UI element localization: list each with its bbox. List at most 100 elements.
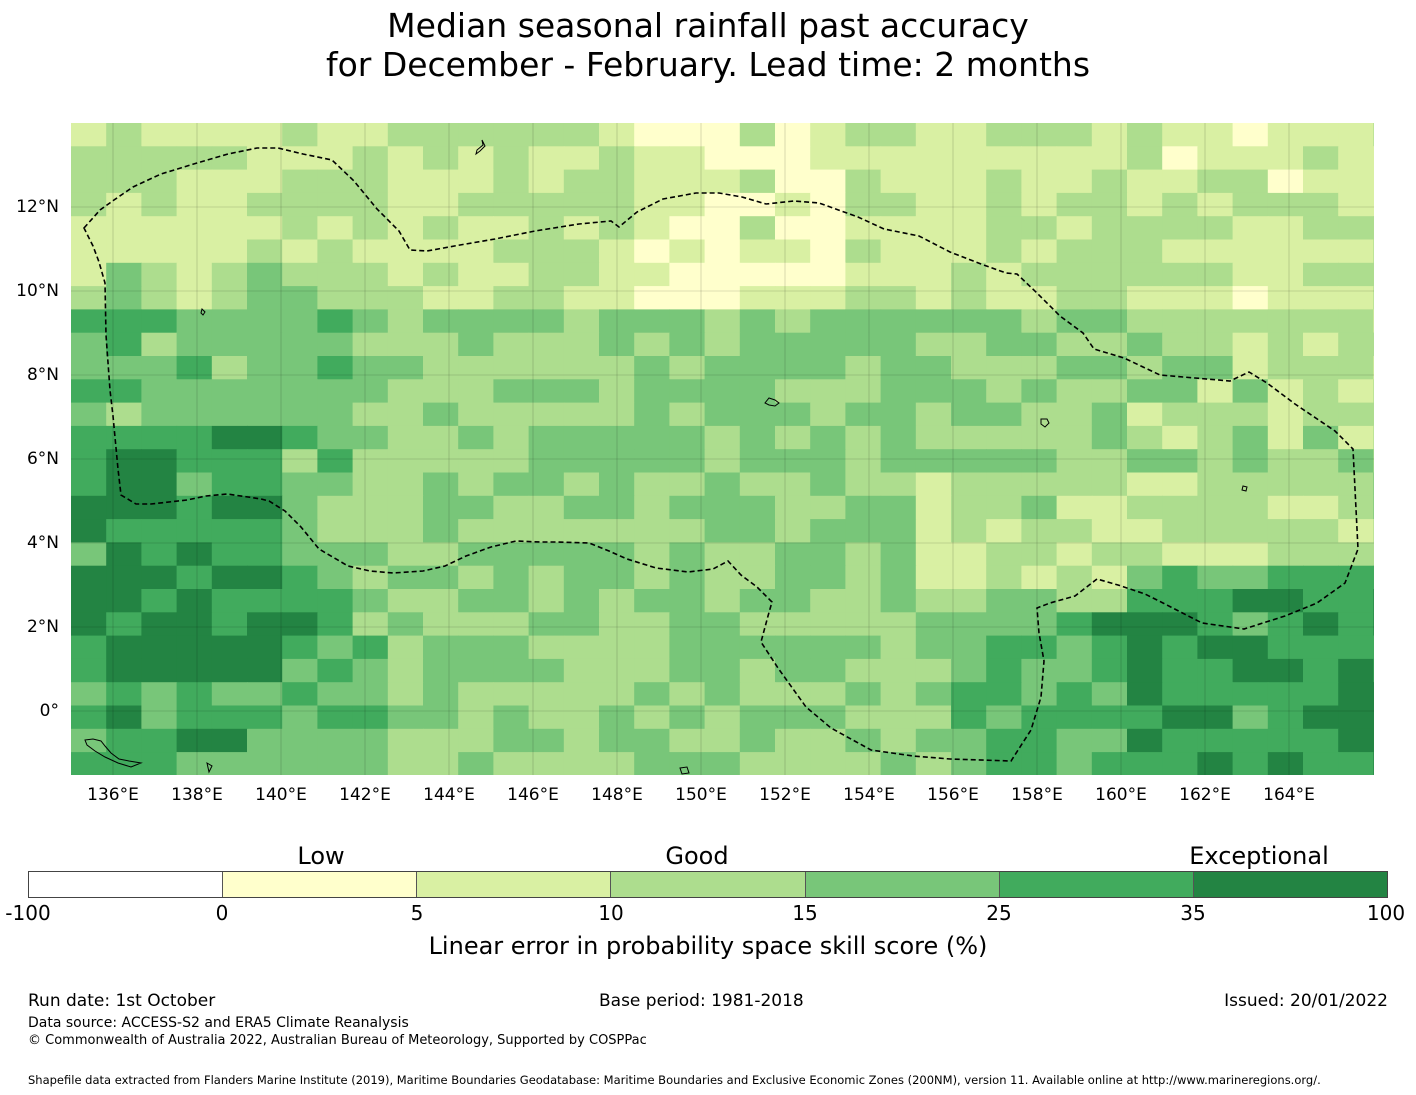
skill-cell — [176, 286, 213, 310]
skill-cell — [563, 682, 600, 707]
skill-cell — [1091, 216, 1128, 241]
skill-cell — [1303, 495, 1339, 520]
skill-cell — [1091, 379, 1128, 404]
skill-cell — [493, 682, 530, 707]
skill-cell — [528, 542, 565, 567]
skill-cell — [634, 309, 670, 334]
skill-cell — [1338, 216, 1374, 241]
skill-cell — [1303, 658, 1339, 683]
skill-cell — [739, 472, 776, 497]
skill-cell — [704, 589, 741, 613]
lon-tick-156e: 156°E — [927, 785, 979, 805]
skill-cell — [493, 612, 530, 637]
skill-cell — [1021, 728, 1058, 753]
skill-cell — [141, 425, 178, 450]
skill-cell — [1197, 379, 1234, 404]
skill-cell — [211, 332, 248, 357]
skill-cell — [282, 402, 318, 427]
skill-cell — [1162, 519, 1198, 543]
skill-cell — [1162, 589, 1198, 613]
skill-cell — [775, 635, 811, 660]
skill-cell — [563, 519, 600, 543]
skill-cell — [141, 356, 178, 380]
skill-cell — [458, 123, 494, 147]
skill-cell — [669, 612, 706, 637]
skill-cell — [951, 379, 987, 404]
skill-cell — [247, 379, 283, 404]
skill-cell — [493, 658, 530, 683]
skill-cell — [458, 565, 494, 590]
skill-cell — [1303, 402, 1339, 427]
skill-cell — [1267, 542, 1304, 567]
skill-cell — [493, 425, 530, 450]
skill-cell — [106, 356, 142, 380]
skill-cell — [739, 169, 776, 194]
skill-cell — [211, 705, 248, 730]
skill-cell — [669, 449, 706, 474]
skill-cell — [915, 658, 952, 683]
skill-cell — [563, 169, 600, 194]
skill-cell — [563, 589, 600, 613]
skill-cell — [317, 728, 354, 753]
skill-cell — [1338, 356, 1374, 380]
skill-cell — [880, 612, 917, 637]
base-period: Base period: 1981-2018 — [599, 991, 804, 1011]
skill-cell — [739, 519, 776, 543]
skill-cell — [1091, 542, 1128, 567]
skill-cell — [775, 589, 811, 613]
skill-cell — [739, 286, 776, 310]
skill-cell — [528, 565, 565, 590]
skill-cell — [1338, 286, 1374, 310]
skill-cell — [423, 309, 459, 334]
skill-cell — [1232, 169, 1269, 194]
skill-cell — [423, 589, 459, 613]
skill-cell — [1267, 169, 1304, 194]
lon-tick-136e: 136°E — [87, 785, 139, 805]
skill-cell — [775, 495, 811, 520]
skill-cell — [810, 146, 846, 171]
colorbar-tick: 35 — [1180, 901, 1206, 925]
skill-cell — [141, 589, 178, 613]
skill-cell — [317, 565, 354, 590]
skill-cell — [986, 379, 1022, 404]
skill-cell — [599, 565, 635, 590]
skill-cell — [528, 169, 565, 194]
skill-cell — [1338, 332, 1374, 357]
skill-cell — [880, 589, 917, 613]
skill-cell — [1338, 262, 1374, 287]
skill-cell — [704, 169, 741, 194]
skill-cell — [1056, 356, 1093, 380]
skill-cell — [106, 495, 142, 520]
skill-cell — [704, 192, 741, 217]
skill-cell — [387, 752, 424, 775]
skill-cell — [317, 123, 354, 147]
skill-cell — [71, 169, 107, 194]
skill-cell — [458, 356, 494, 380]
skill-cell — [1303, 728, 1339, 753]
skill-cell — [106, 682, 142, 707]
skill-cell — [211, 728, 248, 753]
skill-cell — [1127, 286, 1163, 310]
skill-map[interactable] — [71, 123, 1374, 775]
skill-cell — [247, 589, 283, 613]
skill-cell — [176, 728, 213, 753]
skill-cell — [1338, 612, 1374, 637]
skill-cell — [704, 402, 741, 427]
skill-cell — [669, 542, 706, 567]
skill-cell — [1303, 449, 1339, 474]
skill-cell — [1267, 565, 1304, 590]
skill-cell — [704, 216, 741, 241]
skill-cell — [1197, 216, 1234, 241]
skill-cell — [1127, 239, 1163, 264]
skill-cell — [1162, 682, 1198, 707]
skill-cell — [493, 239, 530, 264]
skill-cell — [986, 589, 1022, 613]
skill-cell — [880, 752, 917, 775]
skill-cell — [704, 682, 741, 707]
skill-cell — [704, 286, 741, 310]
skill-cell — [106, 728, 142, 753]
skill-cell — [176, 146, 213, 171]
skill-cell — [106, 332, 142, 357]
skill-cell — [1338, 728, 1374, 753]
skill-cell — [880, 495, 917, 520]
